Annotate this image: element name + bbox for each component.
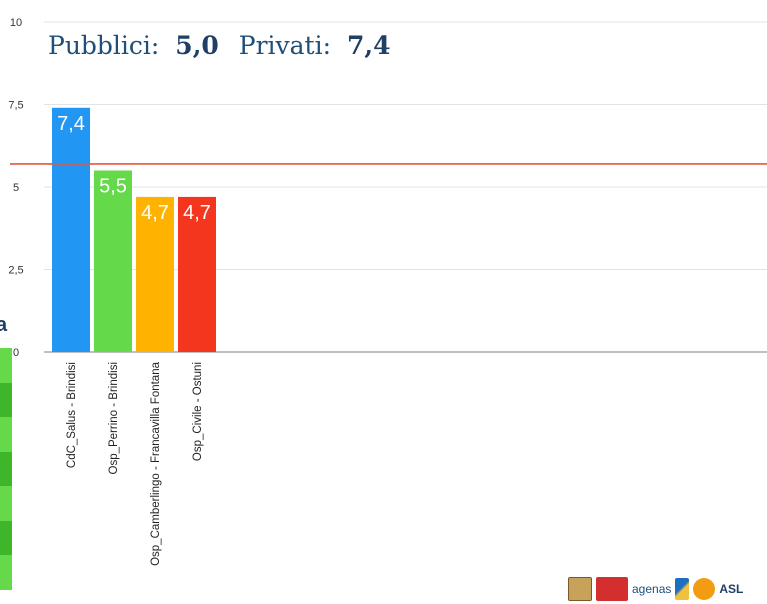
agenas-logo-text: agenas — [632, 582, 672, 596]
footer-logos: agenas ASL — [568, 574, 767, 604]
y-tick-label: 10 — [10, 17, 22, 29]
panel-band — [0, 486, 12, 521]
red-logo-icon — [596, 577, 628, 601]
agenas-x-logo-icon — [675, 578, 690, 600]
data-label: 7,4 — [57, 113, 85, 135]
pubblici-label: Pubblici: — [48, 31, 159, 60]
category-label: Osp_Civile - Ostuni — [192, 362, 204, 461]
panel-band — [0, 555, 12, 591]
panel-band — [0, 417, 12, 452]
bars — [52, 107, 216, 352]
bar — [136, 196, 174, 352]
pubblici-value: 5,0 — [175, 31, 219, 60]
x-axis-labels: CdC_Salus - Brindisi Osp_Perrino - Brindi… — [66, 361, 204, 566]
data-label: 4,7 — [183, 202, 211, 224]
bar — [52, 107, 90, 352]
privati-value: 7,4 — [347, 31, 391, 60]
category-label: CdC_Salus - Brindisi — [66, 362, 78, 468]
data-labels: 7,4 5,5 4,7 4,7 — [57, 113, 211, 224]
summary-title: Pubblici: 5,0 Privati: 7,4 — [48, 31, 390, 60]
crest-logo-icon — [568, 577, 592, 601]
cropped-panel-letter: a — [0, 314, 8, 336]
category-label: Osp_Camberlingo - Francavilla Fontana — [150, 361, 162, 566]
y-axis-ticks: 0 2,5 5 7,5 10 — [8, 17, 23, 359]
bar — [94, 170, 132, 352]
y-tick-label: 5 — [13, 182, 19, 194]
y-tick-label: 7,5 — [8, 100, 23, 112]
privati-label: Privati: — [239, 31, 331, 60]
panel-band — [0, 451, 12, 487]
cropped-green-panel — [0, 348, 12, 591]
panel-band — [0, 348, 12, 383]
y-tick-label: 2,5 — [8, 265, 23, 277]
asl-logo-text: ASL — [719, 582, 744, 596]
panel-band — [0, 382, 12, 418]
orange-circle-logo-icon — [693, 578, 716, 600]
y-tick-label: 0 — [13, 347, 19, 359]
bar — [178, 196, 216, 352]
category-label: Osp_Perrino - Brindisi — [108, 362, 120, 474]
data-label: 5,5 — [99, 176, 127, 198]
panel-band — [0, 520, 12, 556]
data-label: 4,7 — [141, 202, 169, 224]
